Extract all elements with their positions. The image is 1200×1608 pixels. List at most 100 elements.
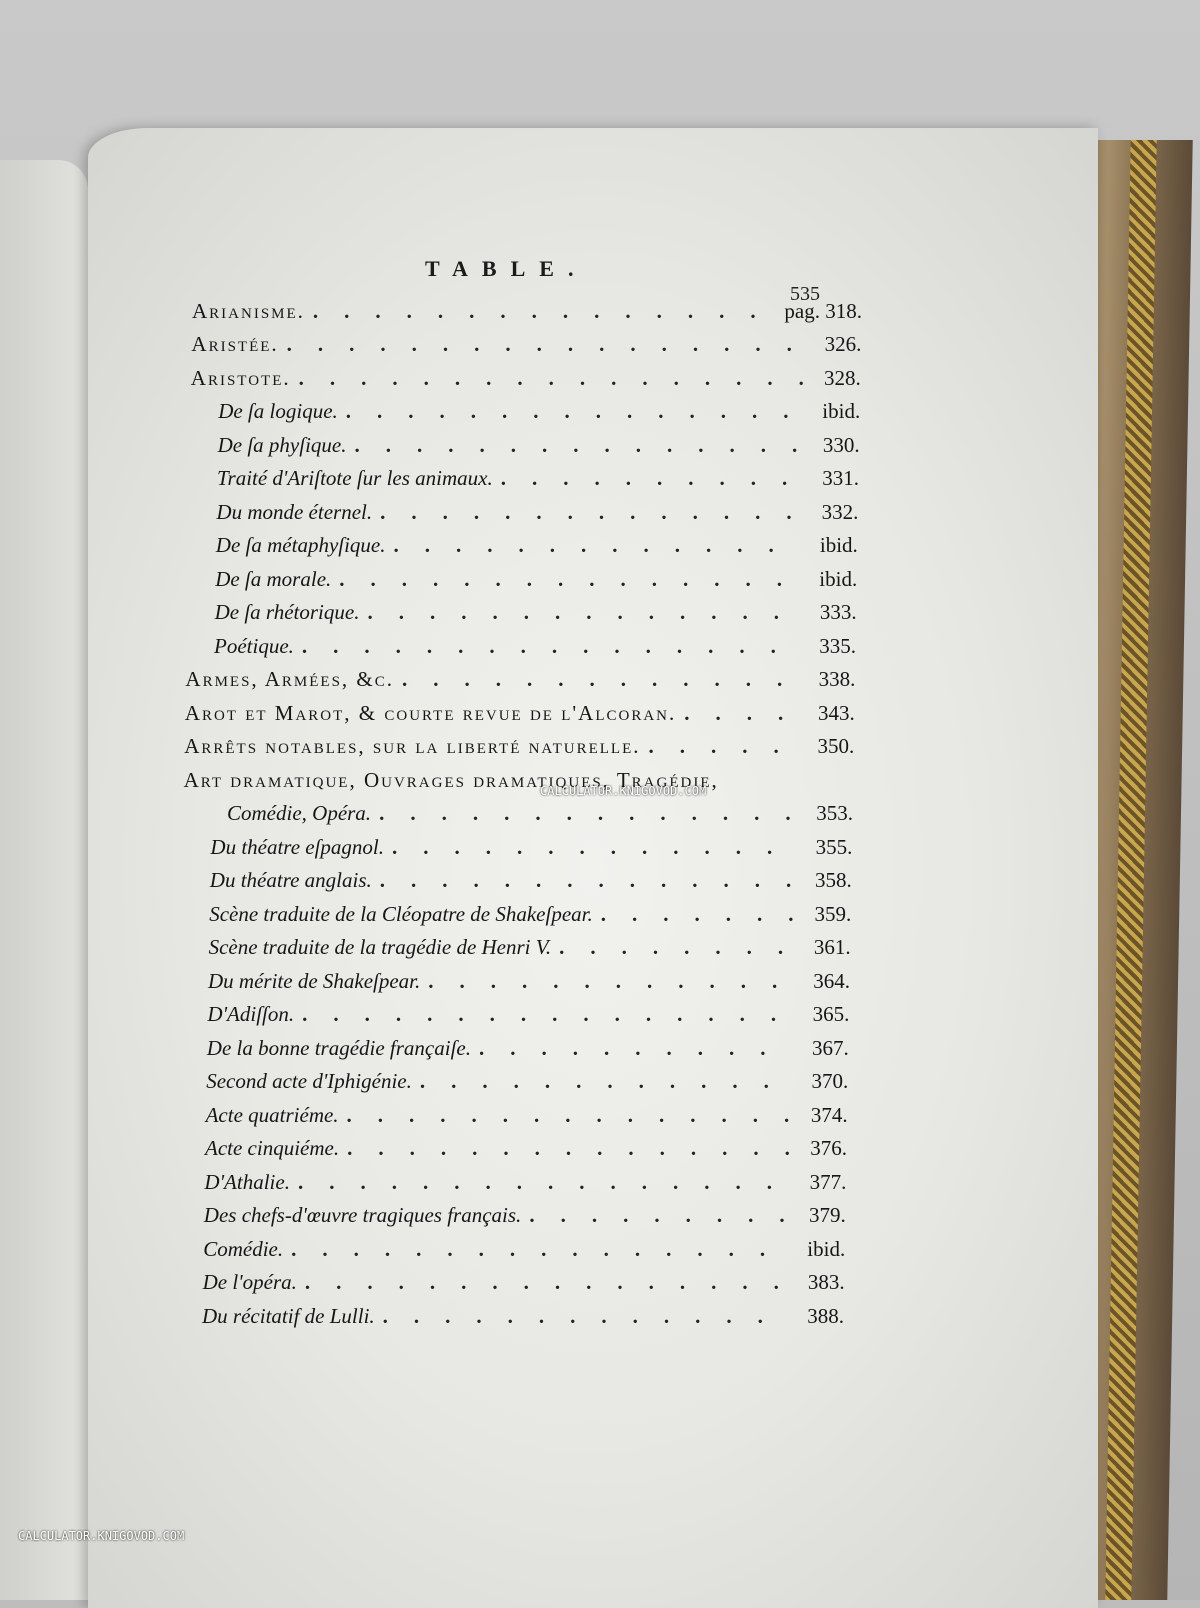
page-value: 355. — [815, 834, 853, 859]
entry-page: 343. — [805, 701, 855, 726]
page-value: 374. — [810, 1102, 848, 1127]
page-value: 330. — [822, 432, 860, 457]
toc-entry: Acte quatriéme..........................… — [178, 1094, 848, 1128]
entry-title: Scène traduite de la Cléopatre de Shakeſ… — [209, 901, 593, 926]
page-value: 376. — [810, 1136, 847, 1160]
entry-title: Arianisme. — [192, 298, 305, 323]
entry-page: ibid. — [810, 399, 860, 424]
dot-leader: ........................................ — [402, 667, 797, 691]
toc-entry: Traité d'Ariſtote ſur les animaux.......… — [189, 458, 859, 492]
entry-title: Arot et Marot, & courte revue de l'Alcor… — [184, 700, 677, 725]
toc-entry: Du récitatif de Lulli...................… — [174, 1295, 844, 1329]
toc-entry: Acte cinquiéme..........................… — [177, 1128, 847, 1162]
toc-entry: Scène traduite de la tragédie de Henri V… — [181, 927, 851, 961]
page-value: 365. — [812, 1002, 850, 1026]
page-value: 318. — [825, 298, 862, 323]
entry-title: Comédie. — [203, 1236, 284, 1261]
dot-leader: ........................................ — [559, 935, 792, 959]
page-value: 379. — [809, 1203, 846, 1227]
entry-page: 383. — [795, 1270, 845, 1295]
dot-leader: ........................................ — [354, 432, 801, 457]
entry-page: 353. — [803, 801, 853, 826]
entry-page: 332. — [808, 499, 859, 525]
page-value: 367. — [812, 1035, 849, 1060]
entry-page: 370. — [798, 1069, 848, 1094]
page-value: ibid. — [819, 566, 858, 591]
entry-title: De ſa phyſique. — [217, 432, 347, 457]
page-value: 388. — [807, 1303, 844, 1328]
watermark-corner: CALCULATOR.KNIGOVOD.COM — [18, 1529, 185, 1543]
toc-entry: De l'opéra..............................… — [175, 1262, 845, 1296]
page-prefix: pag. — [784, 298, 820, 323]
toc-entry: D'Athalie...............................… — [176, 1161, 846, 1195]
entry-title: D'Adiſſon. — [207, 1002, 295, 1026]
toc-entry: Aristote................................… — [191, 357, 861, 391]
page-value: 332. — [821, 499, 859, 524]
page-title: TABLE. — [425, 256, 588, 281]
entry-page: 350. — [804, 734, 854, 759]
watermark-center: CALCULATOR.KNIGOVOD.COM — [540, 784, 707, 798]
entry-title: De l'opéra. — [202, 1270, 297, 1294]
entry-page: 333. — [807, 600, 857, 625]
entry-page: ibid. — [808, 533, 858, 558]
page-value: 377. — [809, 1169, 847, 1194]
page-value: 343. — [818, 700, 855, 725]
page-value: 364. — [813, 968, 850, 993]
dot-leader: ........................................ — [301, 633, 798, 658]
dot-leader: ........................................ — [380, 499, 800, 524]
page-value: 350. — [817, 734, 855, 758]
entry-page: 379. — [796, 1203, 846, 1228]
toc-entry: De ſa rhétorique........................… — [187, 592, 857, 626]
page-number: 535 — [790, 283, 820, 305]
dot-leader: ........................................ — [479, 1035, 791, 1060]
entry-page: 328. — [811, 366, 861, 391]
dot-leader: ........................................ — [500, 466, 801, 490]
dot-leader: ........................................ — [345, 399, 803, 423]
entry-page: 365. — [799, 1002, 850, 1027]
page-value: 353. — [816, 801, 853, 825]
toc-entry: Poétique................................… — [186, 625, 856, 659]
dot-leader: ........................................ — [428, 968, 792, 993]
entry-title: Scène traduite de la tragédie de Henri V… — [208, 935, 552, 959]
toc-entry: Aristée.................................… — [191, 324, 861, 358]
dot-leader: ........................................ — [312, 298, 777, 323]
page-value: 370. — [811, 1069, 849, 1093]
entry-title: Acte cinquiéme. — [205, 1136, 340, 1160]
entry-title: Aristote. — [190, 365, 291, 390]
entry-page: ibid. — [795, 1237, 845, 1262]
entry-page: 364. — [800, 969, 850, 994]
entry-title: Du théatre anglais. — [209, 868, 372, 892]
toc-entry: Arianisme...............................… — [192, 290, 862, 324]
page-value: 326. — [824, 332, 862, 356]
toc-entry: Du monde éternel........................… — [188, 491, 858, 525]
entry-title: Du mérite de Shakeſpear. — [208, 968, 421, 993]
dot-leader: ........................................ — [392, 834, 794, 859]
entry-title: Du monde éternel. — [216, 499, 373, 524]
entry-title: Comédie, Opéra. — [227, 801, 372, 825]
toc-entry: Du théatre anglais......................… — [182, 860, 852, 894]
entry-page: 374. — [798, 1103, 848, 1128]
entry-page: 367. — [799, 1036, 849, 1061]
dot-leader: ........................................ — [382, 1303, 786, 1328]
toc-entry: Du mérite de Shakeſpear.................… — [180, 960, 850, 994]
entry-page: 338. — [805, 667, 856, 692]
book-page — [88, 128, 1098, 1608]
toc-entry: Arot et Marot, & courte revue de l'Alcor… — [185, 692, 855, 726]
entry-page: 326. — [811, 332, 862, 357]
entry-title: Traité d'Ariſtote ſur les animaux. — [217, 466, 493, 490]
entry-page: pag. 318. — [784, 299, 862, 324]
toc-entry: De ſa logique...........................… — [190, 391, 860, 425]
entry-page: 359. — [801, 902, 851, 927]
toc-entry: Second acte d'Iphigénie.................… — [178, 1061, 848, 1095]
dot-leader: ........................................ — [529, 1203, 787, 1227]
entry-page: 361. — [801, 935, 851, 960]
dot-leader: ........................................ — [347, 1136, 789, 1160]
dot-leader: ........................................ — [291, 1236, 787, 1261]
entry-page: 358. — [802, 868, 852, 893]
toc-entry: De la bonne tragédie françaiſe..........… — [179, 1027, 849, 1061]
entry-page: 388. — [794, 1304, 844, 1329]
toc-entry: Scène traduite de la Cléopatre de Shakeſ… — [181, 893, 851, 927]
entry-title: Armes, Armées, &c. — [185, 667, 395, 691]
dot-leader: ........................................ — [367, 600, 798, 624]
toc-entry: D'Adiſſon...............................… — [179, 994, 849, 1028]
